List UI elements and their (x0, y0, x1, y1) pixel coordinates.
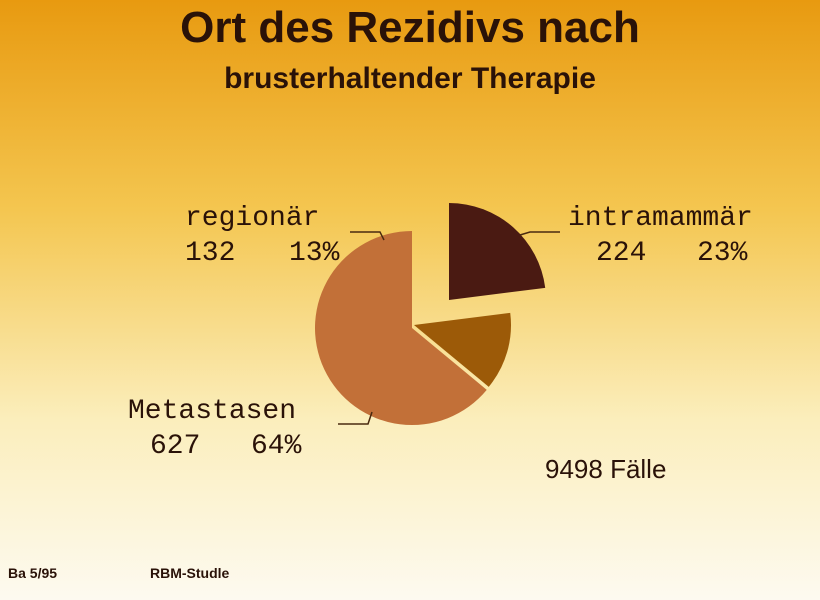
percent-label: 23% (697, 238, 748, 269)
count-label: 627 (150, 431, 200, 462)
pie-slice (449, 203, 546, 300)
category-label: intramammär (568, 203, 753, 234)
pie-slice (315, 231, 487, 425)
chart-title: Ort des Rezidivs nach (180, 3, 640, 52)
category-label: regionär (185, 203, 319, 234)
annotation: 9498 Fälle (545, 454, 666, 484)
count-label: 224 (596, 238, 646, 269)
pie (315, 203, 546, 425)
category-label: Metastasen (128, 396, 296, 427)
leader-lines (338, 231, 560, 425)
count-label: 132 (185, 238, 235, 269)
footer-left: Ba 5/95 (8, 565, 57, 581)
percent-label: 64% (251, 431, 302, 462)
percent-label: 13% (289, 238, 340, 269)
footer-right: RBM-Studle (150, 565, 230, 581)
pie-slice (414, 312, 512, 387)
chart-subtitle: brusterhaltender Therapie (224, 62, 596, 95)
